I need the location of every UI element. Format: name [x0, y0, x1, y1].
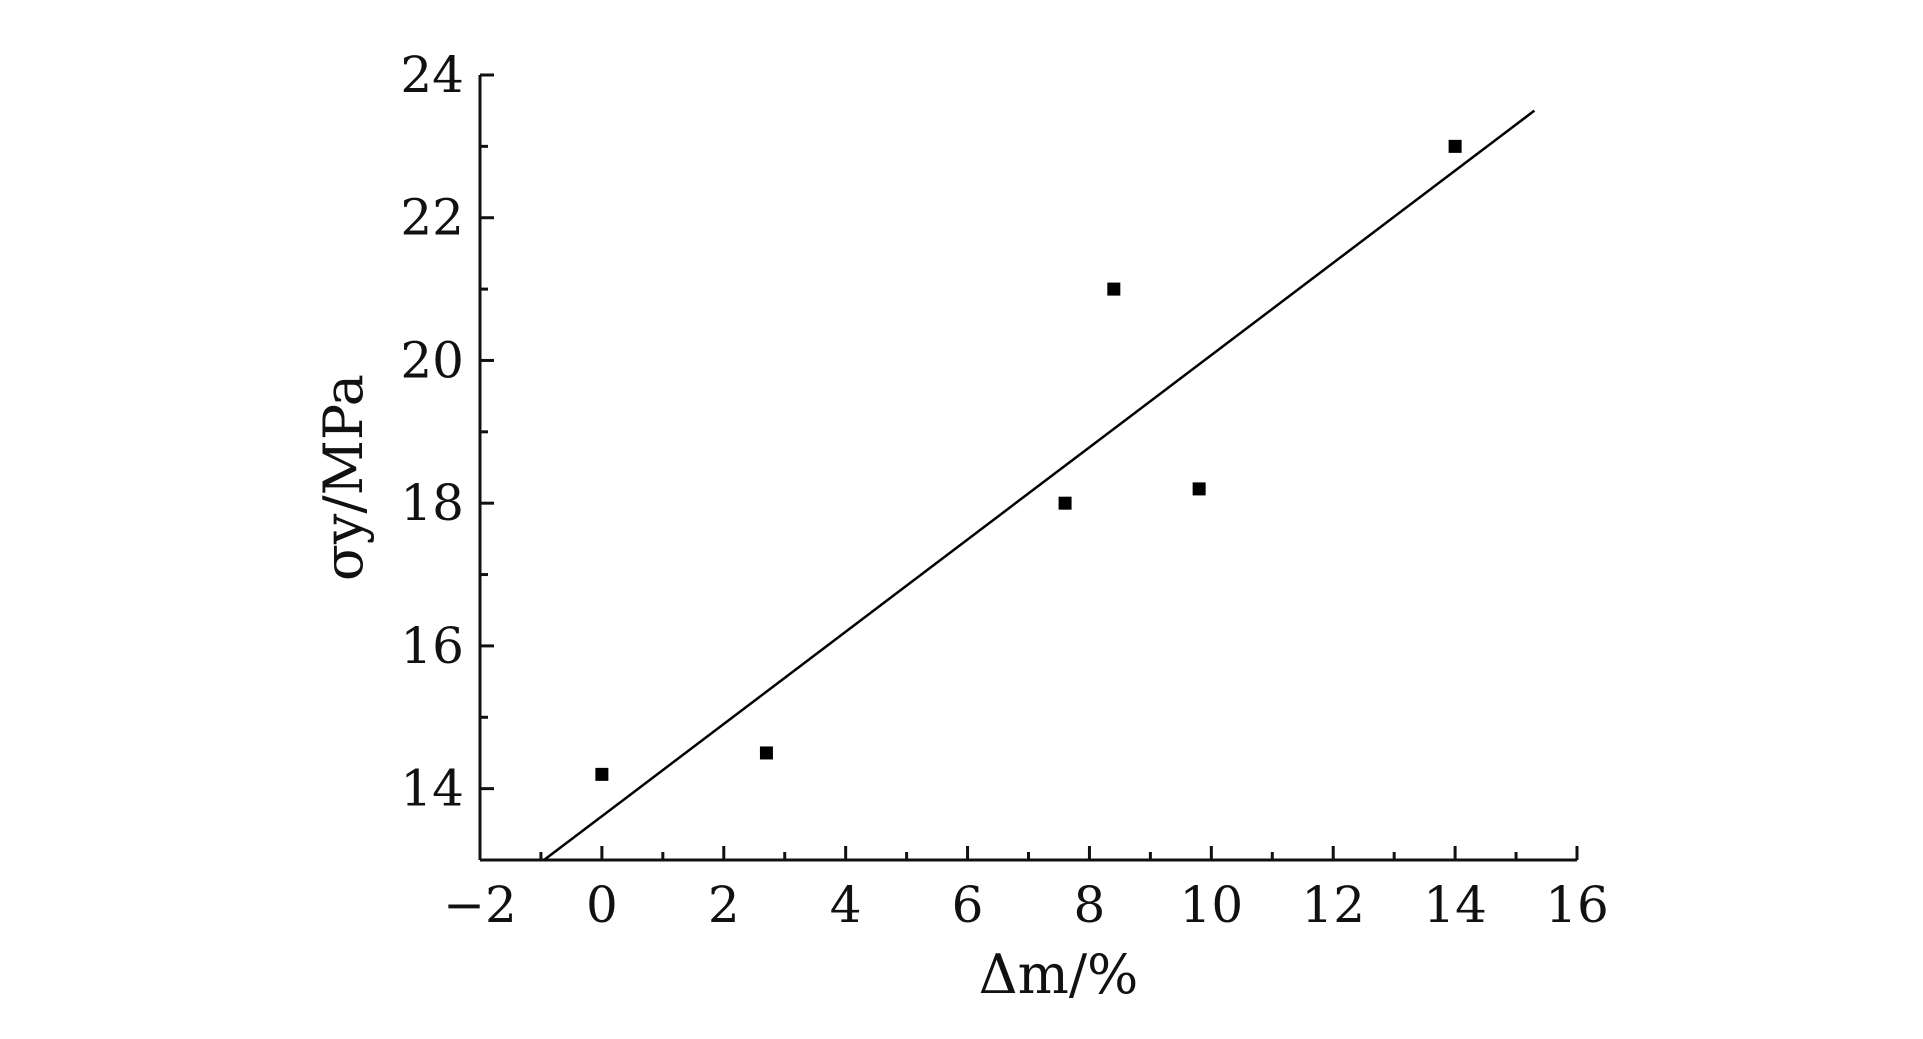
plot-axes — [478, 75, 1577, 862]
data-point — [1058, 496, 1072, 510]
data-point — [1192, 482, 1206, 496]
fit-line-layer — [543, 109, 1536, 861]
y-tick-label: 20 — [400, 331, 464, 389]
y-tick-label: 22 — [400, 189, 464, 247]
y-axis-title: σy/MPa — [312, 374, 375, 581]
y-tick-label: 24 — [400, 46, 464, 104]
data-point — [595, 767, 609, 781]
x-tick-label: 0 — [586, 876, 618, 934]
data-point — [759, 746, 773, 760]
y-tick-label: 18 — [400, 474, 464, 532]
x-tick-label: 12 — [1301, 876, 1365, 934]
fit-line — [543, 109, 1536, 861]
x-tick-label: 14 — [1423, 876, 1487, 934]
x-tick-label: 6 — [952, 876, 984, 934]
x-tick-label: 2 — [708, 876, 740, 934]
data-point — [1107, 282, 1121, 296]
data-point — [1448, 139, 1462, 153]
x-axis-title: Δm/% — [979, 943, 1139, 1006]
x-tick-label: 4 — [830, 876, 862, 934]
x-tick-label: 10 — [1180, 876, 1244, 934]
y-tick-label: 14 — [400, 760, 464, 818]
y-axis-ticks: 14 16 18 20 22 24 — [400, 46, 494, 862]
x-tick-label: 16 — [1545, 876, 1609, 934]
x-tick-label: −2 — [443, 876, 517, 934]
x-axis-ticks: −2 0 2 4 6 8 10 12 14 16 — [443, 846, 1609, 934]
y-tick-label: 16 — [400, 617, 464, 675]
x-tick-label: 8 — [1074, 876, 1106, 934]
data-points-layer — [595, 139, 1462, 781]
